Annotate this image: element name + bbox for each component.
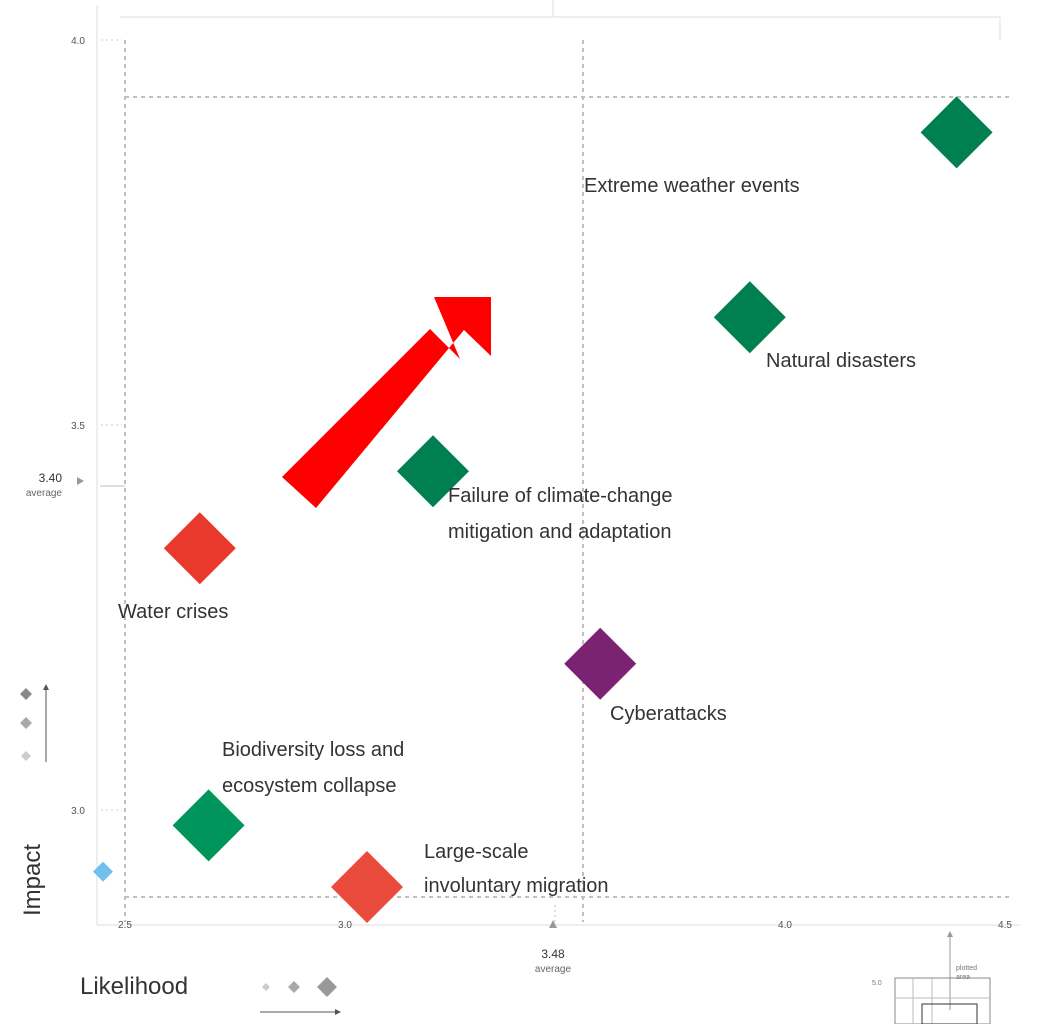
impact-legend-large-diamond-icon	[20, 688, 32, 700]
point-label-natural-disasters: Natural disasters	[766, 350, 916, 372]
y-average-label: average	[26, 488, 63, 499]
impact-axis-arrowhead-icon	[43, 684, 49, 690]
likelihood-legend-small-diamond-icon	[262, 983, 270, 991]
point-label-migration: Large-scale involuntary migration	[424, 841, 609, 897]
gridlines	[100, 40, 1012, 922]
x-tick-label: 4.0	[778, 920, 792, 931]
point-label-extreme-weather: Extreme weather events	[584, 175, 800, 197]
y-tick-label: 3.0	[71, 806, 85, 817]
likelihood-axis-arrowhead-icon	[335, 1009, 341, 1015]
impact-axis-title: Impact	[19, 844, 46, 916]
risk-point-3	[163, 512, 236, 585]
inset-label-line1: plotted	[956, 965, 977, 972]
likelihood-legend-medium-diamond-icon	[288, 981, 300, 993]
risk-point-1	[713, 281, 786, 354]
risk-point-4	[564, 627, 637, 700]
x-tick-label: 2.5	[118, 920, 132, 931]
inset-plotted-rect	[921, 1003, 978, 1024]
y-average-triangle-icon	[77, 477, 84, 485]
y-average-marker: 3.40 average	[26, 471, 84, 499]
x-average-value: 3.48	[541, 947, 565, 961]
risk-point-5	[172, 789, 245, 862]
trend-arrow-icon	[282, 297, 491, 508]
inset-frame	[894, 977, 991, 1024]
point-label-biodiversity: Biodiversity loss and ecosystem collapse	[222, 739, 410, 797]
likelihood-axis-title: Likelihood	[80, 973, 188, 1000]
x-tick-label: 3.0	[338, 920, 352, 931]
likelihood-legend-large-diamond-icon	[317, 977, 337, 997]
plotted-area-inset: plotted area 5.0	[872, 931, 991, 1024]
risk-point-0	[920, 96, 993, 169]
risk-point-6	[331, 851, 403, 923]
point-label-climate-failure-line1: Failure of climate-change	[448, 485, 673, 507]
likelihood-axis-title-group: Likelihood	[80, 973, 341, 1015]
risk-point-7	[93, 861, 113, 882]
x-average-triangle-icon	[549, 920, 557, 928]
x-average-marker: 3.48 average	[535, 920, 572, 975]
point-label-water-crises: Water crises	[118, 601, 228, 623]
chart-frame	[96, 0, 1020, 926]
y-average-value: 3.40	[39, 471, 63, 485]
impact-legend-medium-diamond-icon	[20, 717, 32, 729]
point-label-climate-failure: Failure of climate-change mitigation and…	[448, 485, 678, 543]
y-tick-label: 4.0	[71, 36, 85, 47]
point-label-cyberattacks: Cyberattacks	[610, 703, 727, 725]
x-tick-label: 4.5	[998, 920, 1012, 931]
impact-axis-title-group: Impact	[19, 684, 49, 916]
point-label-climate-failure-line2: mitigation and adaptation	[448, 521, 672, 543]
point-label-biodiversity-line2: ecosystem collapse	[222, 775, 397, 797]
impact-legend-small-diamond-icon	[21, 751, 31, 761]
inset-pointer-arrowhead-icon	[947, 931, 953, 937]
y-tick-label: 3.5	[71, 421, 85, 432]
point-label-migration-line1: Large-scale	[424, 841, 529, 863]
inset-tick-label: 5.0	[872, 980, 882, 987]
x-average-label: average	[535, 964, 572, 975]
point-label-biodiversity-line1: Biodiversity loss and	[222, 739, 404, 761]
point-label-migration-line2: involuntary migration	[424, 875, 609, 897]
risk-point-2	[397, 435, 469, 508]
risk-labels: Extreme weather events Natural disasters…	[118, 175, 916, 897]
risk-points	[93, 96, 993, 923]
inset-label: plotted area	[956, 965, 979, 981]
x-axis-ticks: 2.5 3.0 4.0 4.5	[118, 920, 1012, 931]
y-axis-ticks: 3.0 3.5 4.0	[71, 36, 122, 817]
